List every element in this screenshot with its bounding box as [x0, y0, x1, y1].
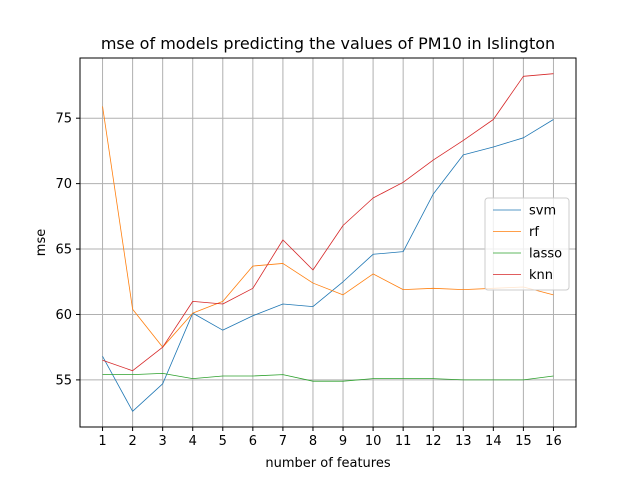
x-tick-label: 1: [98, 434, 106, 449]
x-tick-label: 11: [395, 434, 412, 449]
legend-label-knn: knn: [529, 268, 553, 283]
legend: svm rf lasso knn: [484, 197, 570, 291]
x-tick-label: 16: [545, 434, 562, 449]
chart-title: mse of models predicting the values of P…: [101, 34, 555, 53]
x-tick-label: 7: [279, 434, 287, 449]
y-axis: 55 60 65 70 75: [55, 112, 80, 388]
x-tick-label: 3: [159, 434, 167, 449]
x-tick-label: 5: [219, 434, 227, 449]
legend-label-svm: svm: [529, 204, 556, 219]
series-line-knn: [102, 73, 554, 372]
legend-label-rf: rf: [529, 225, 539, 240]
x-tick-label: 8: [309, 434, 317, 449]
series-line-svm: [102, 119, 554, 412]
x-tick-label: 6: [249, 434, 257, 449]
y-tick-label: 65: [55, 243, 72, 258]
series-line-rf: [102, 106, 554, 348]
y-tick-label: 60: [55, 308, 72, 323]
x-axis: 1 2 3 4 5 6 7 8 9 10 11 12 13 14 15 16: [98, 427, 562, 449]
series-line-lasso: [102, 372, 554, 382]
x-tick-label: 9: [339, 434, 347, 449]
y-tick-label: 55: [55, 373, 72, 388]
x-tick-label: 14: [485, 434, 502, 449]
x-tick-label: 15: [515, 434, 532, 449]
series-layer: [102, 73, 554, 412]
x-tick-label: 12: [425, 434, 442, 449]
x-tick-label: 10: [365, 434, 382, 449]
x-tick-label: 4: [189, 434, 197, 449]
x-tick-label: 13: [455, 434, 472, 449]
legend-box: [484, 197, 570, 291]
x-axis-label: number of features: [265, 456, 390, 471]
y-tick-label: 70: [55, 177, 72, 192]
x-tick-label: 2: [128, 434, 136, 449]
plot-frame: [79, 57, 577, 428]
y-axis-label: mse: [34, 229, 49, 256]
y-tick-label: 75: [55, 112, 72, 127]
legend-label-lasso: lasso: [529, 247, 562, 262]
